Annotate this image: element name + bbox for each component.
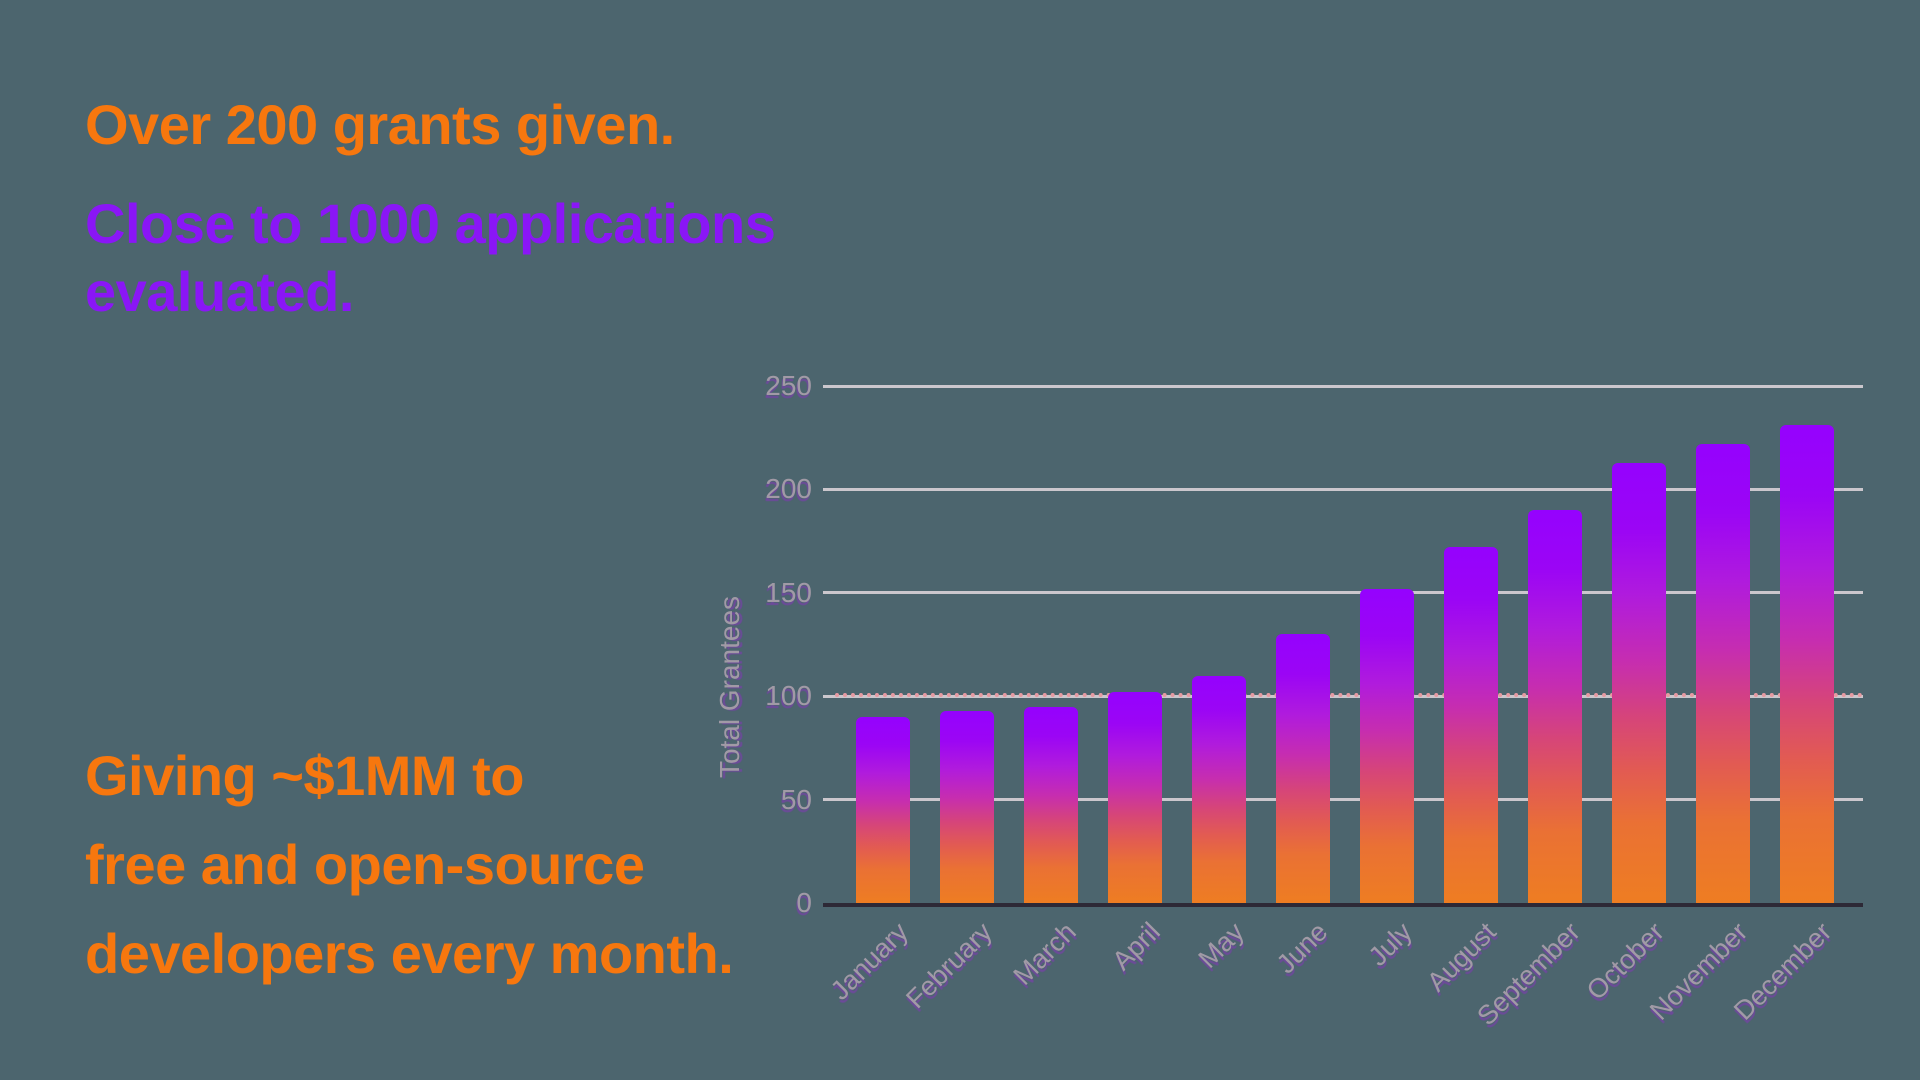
bar-january	[856, 716, 910, 903]
x-axis-line	[823, 903, 1863, 907]
headline-applications: Close to 1000 applications evaluated.	[85, 190, 776, 326]
x-tick-label-june: June	[1271, 916, 1334, 980]
x-tick-label-april: April	[1106, 916, 1166, 976]
y-tick-label-150: 150	[765, 576, 812, 608]
bar-july	[1360, 588, 1414, 903]
footer-text-block: Giving ~$1MM to free and open-source dev…	[85, 731, 734, 998]
bar-march	[1024, 706, 1078, 903]
bar-september	[1528, 510, 1582, 903]
bar-february	[940, 710, 994, 903]
x-tick-label-march: March	[1007, 916, 1082, 991]
bar-december	[1780, 425, 1834, 903]
bar-june	[1276, 634, 1330, 903]
bar-august	[1444, 547, 1498, 903]
headline-grants: Over 200 grants given.	[85, 93, 675, 156]
gridline-200	[823, 487, 1863, 491]
bar-october	[1612, 462, 1666, 903]
gridline-150	[823, 591, 1863, 595]
x-tick-label-february: February	[900, 916, 998, 1015]
footer-line-3: developers every month.	[85, 922, 734, 985]
footer-line-1: Giving ~$1MM to	[85, 744, 525, 807]
footer-line-2: free and open-source	[85, 833, 645, 896]
bar-may	[1192, 675, 1246, 903]
headline-applications-line2: evaluated.	[85, 260, 354, 323]
y-tick-label-50: 50	[780, 783, 812, 815]
x-tick-label-may: May	[1192, 916, 1250, 974]
gridline-250	[823, 384, 1863, 388]
y-tick-label-0: 0	[796, 887, 812, 918]
bar-november	[1696, 443, 1750, 903]
annotation-dotted-line	[835, 693, 1863, 698]
headline-applications-line1: Close to 1000 applications	[85, 192, 776, 255]
y-tick-label-100: 100	[765, 680, 812, 712]
x-tick-label-july: July	[1362, 916, 1418, 972]
x-tick-label-august: August	[1421, 916, 1502, 998]
y-tick-label-200: 200	[765, 473, 812, 505]
gridline-50	[823, 798, 1863, 802]
y-tick-label-250: 250	[765, 370, 812, 401]
bar-april	[1108, 692, 1162, 903]
